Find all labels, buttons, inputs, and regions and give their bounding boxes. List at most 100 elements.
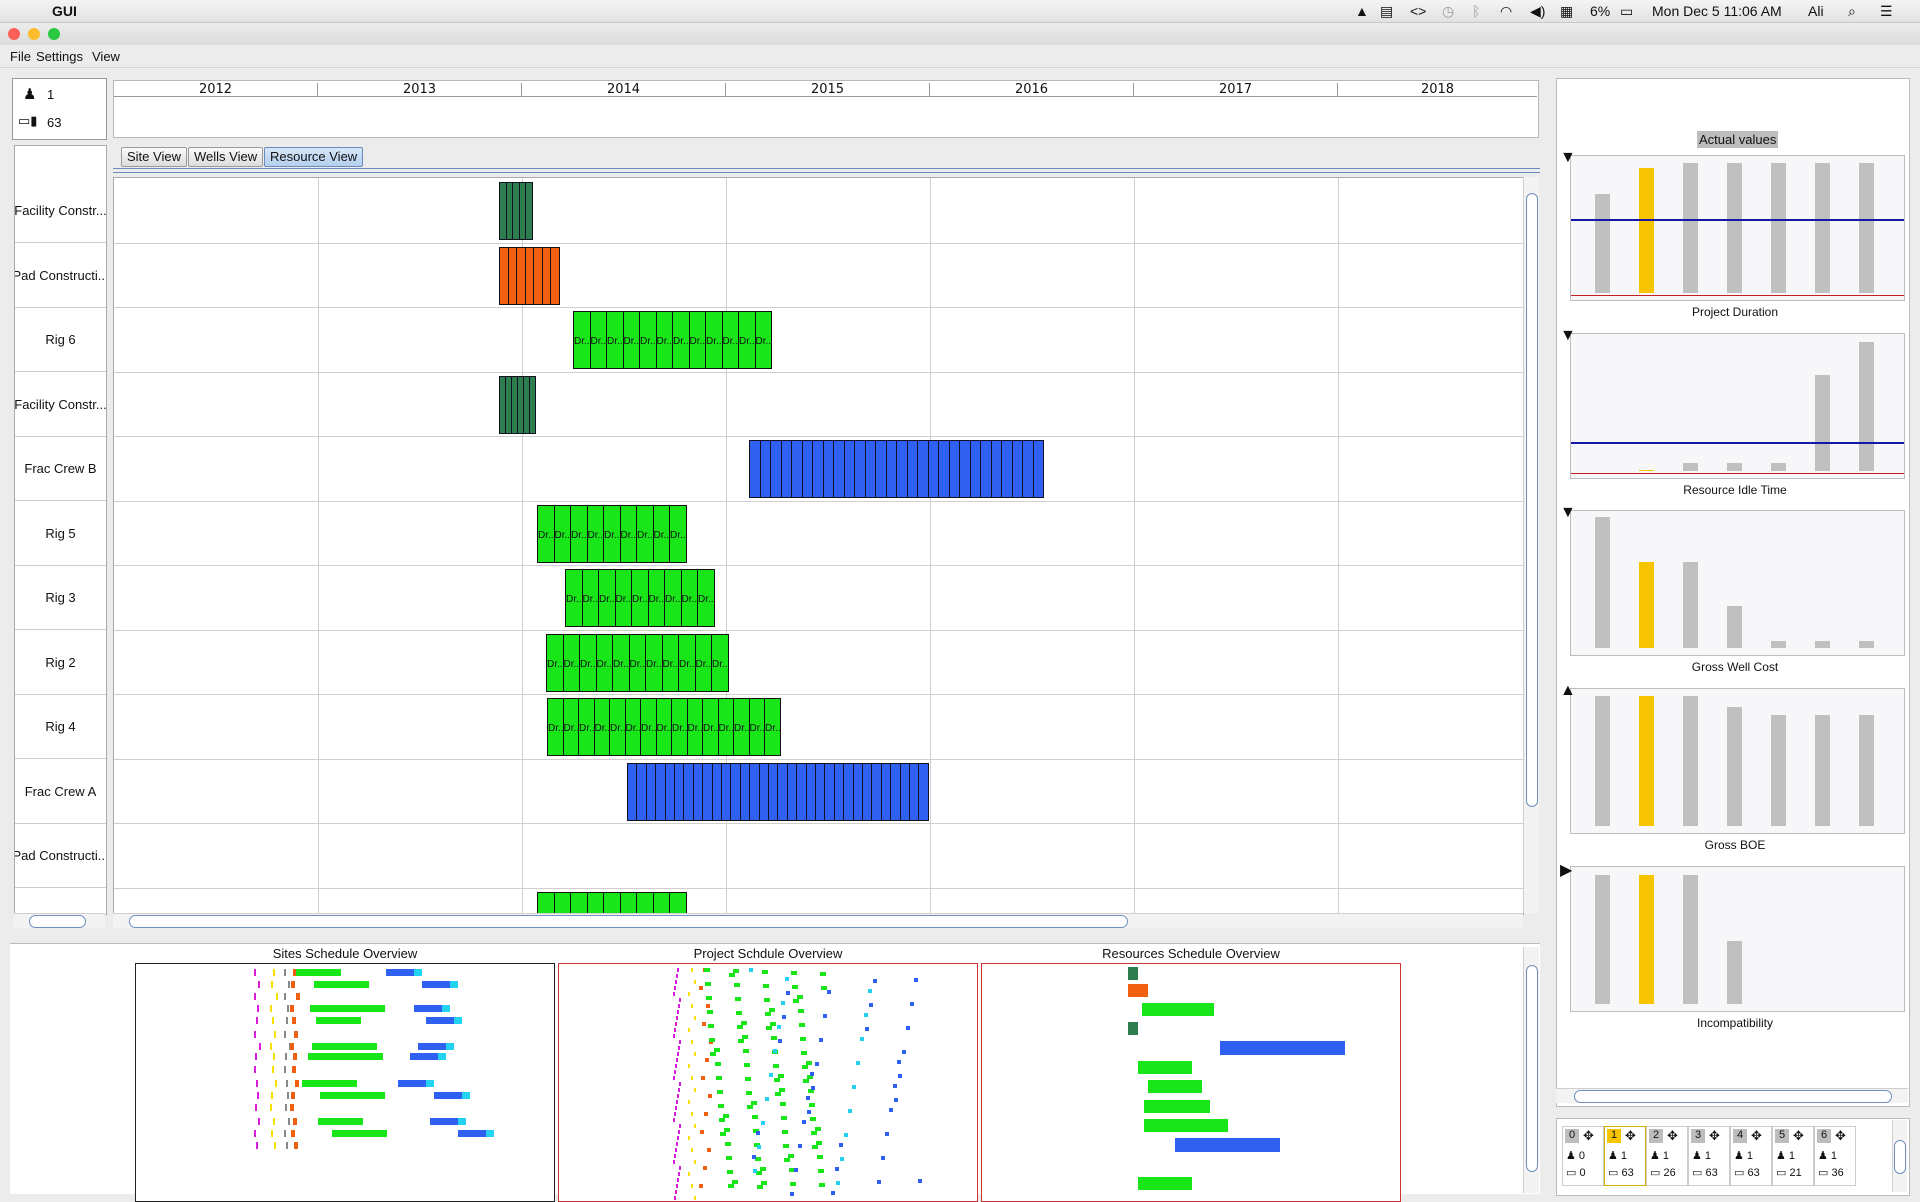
- kpi-chart[interactable]: [1570, 510, 1905, 656]
- drilling-task-block[interactable]: [652, 891, 670, 914]
- user-name[interactable]: Ali: [1808, 3, 1824, 19]
- drilling-task-block[interactable]: Dr...: [547, 698, 564, 756]
- drilling-task-block[interactable]: Dr...: [562, 698, 579, 756]
- drilling-task-block[interactable]: Dr...: [573, 311, 591, 369]
- scenario-card[interactable]: 2 ✥ ♟ 1 ▭ 26: [1646, 1126, 1688, 1186]
- drilling-task-block[interactable]: Dr...: [581, 569, 599, 627]
- labels-horizontal-scrollbar[interactable]: [14, 913, 105, 928]
- drilling-task-block[interactable]: Dr...: [565, 569, 583, 627]
- resources-overview-plot[interactable]: [981, 963, 1401, 1202]
- drilling-task-block[interactable]: Dr...: [598, 569, 616, 627]
- kpi-chart[interactable]: [1570, 688, 1905, 834]
- drilling-task-block[interactable]: [636, 891, 654, 914]
- drilling-task-block[interactable]: Dr...: [606, 311, 624, 369]
- scenario-card[interactable]: 5 ✥ ♟ 1 ▭ 21: [1772, 1126, 1814, 1186]
- move-icon[interactable]: ✥: [1667, 1128, 1678, 1143]
- drilling-task-block[interactable]: Dr...: [647, 569, 665, 627]
- drilling-task-block[interactable]: Dr...: [593, 698, 610, 756]
- arrow-down-icon[interactable]: ▼: [1560, 149, 1576, 166]
- volume-icon[interactable]: ◀): [1530, 3, 1546, 19]
- drilling-task-block[interactable]: Dr...: [661, 633, 679, 692]
- scroll-thumb[interactable]: [129, 915, 1128, 928]
- drilling-task-block[interactable]: Dr...: [748, 698, 765, 756]
- drilling-task-block[interactable]: Dr...: [669, 504, 687, 563]
- drilling-task-block[interactable]: Dr...: [595, 633, 613, 692]
- facility-task-block[interactable]: [525, 182, 533, 240]
- frac-task-block[interactable]: [1032, 440, 1044, 498]
- kpi-chart[interactable]: [1570, 333, 1905, 479]
- list-icon[interactable]: ☰: [1880, 3, 1893, 19]
- drilling-task-block[interactable]: Dr...: [764, 698, 781, 756]
- scenario-card[interactable]: 3 ✥ ♟ 1 ▭ 63: [1688, 1126, 1730, 1186]
- drilling-task-block[interactable]: Dr...: [622, 311, 640, 369]
- drilling-task-block[interactable]: Dr...: [655, 311, 673, 369]
- move-icon[interactable]: ✥: [1709, 1128, 1720, 1143]
- drilling-task-block[interactable]: Dr...: [678, 633, 696, 692]
- flag-icon[interactable]: ▦: [1560, 3, 1574, 19]
- scenario-card[interactable]: 4 ✥ ♟ 1 ▭ 63: [1730, 1126, 1772, 1186]
- drilling-task-block[interactable]: Dr...: [562, 633, 580, 692]
- menu-file[interactable]: File: [10, 49, 31, 64]
- project-overview-plot[interactable]: [558, 963, 978, 1202]
- keyboard-icon[interactable]: ▤: [1380, 3, 1394, 19]
- sites-overview-plot[interactable]: [135, 963, 555, 1202]
- drilling-task-block[interactable]: Dr...: [697, 569, 715, 627]
- drilling-task-block[interactable]: Dr...: [672, 311, 690, 369]
- drilling-task-block[interactable]: Dr...: [645, 633, 663, 692]
- drilling-task-block[interactable]: [586, 891, 604, 914]
- move-icon[interactable]: ✥: [1583, 1128, 1594, 1143]
- drilling-task-block[interactable]: [570, 891, 588, 914]
- wifi-icon[interactable]: ◠: [1500, 3, 1513, 19]
- scenario-card[interactable]: 6 ✥ ♟ 1 ▭ 36: [1814, 1126, 1856, 1186]
- menu-settings[interactable]: Settings: [36, 49, 83, 64]
- tab-resource-view[interactable]: Resource View: [264, 147, 364, 167]
- drilling-task-block[interactable]: Dr...: [711, 633, 729, 692]
- arrow-right-icon[interactable]: ▶: [1560, 862, 1573, 879]
- gantt-horizontal-scrollbar[interactable]: [113, 913, 1523, 928]
- drilling-task-block[interactable]: Dr...: [686, 698, 703, 756]
- drilling-task-block[interactable]: Dr...: [717, 698, 734, 756]
- drilling-task-block[interactable]: Dr...: [688, 311, 706, 369]
- move-icon[interactable]: ✥: [1751, 1128, 1762, 1143]
- drilling-task-block[interactable]: Dr...: [570, 504, 588, 563]
- arrow-down-icon[interactable]: ▼: [1560, 504, 1576, 521]
- drilling-task-block[interactable]: Dr...: [619, 504, 637, 563]
- menu-view[interactable]: View: [92, 49, 120, 64]
- move-icon[interactable]: ✥: [1793, 1128, 1804, 1143]
- drilling-task-block[interactable]: [669, 891, 687, 914]
- drilling-task-block[interactable]: Dr...: [702, 698, 719, 756]
- drilling-task-block[interactable]: Dr...: [652, 504, 670, 563]
- search-icon[interactable]: ⌕: [1848, 3, 1856, 19]
- drilling-task-block[interactable]: Dr...: [631, 569, 649, 627]
- kpi-horizontal-scrollbar[interactable]: [1556, 1088, 1908, 1103]
- scenario-card[interactable]: 1 ✥ ♟ 1 ▭ 63: [1604, 1126, 1646, 1186]
- drilling-task-block[interactable]: [553, 891, 571, 914]
- tab-site-view[interactable]: Site View: [121, 147, 187, 167]
- scenario-scrollbar[interactable]: [1892, 1120, 1907, 1192]
- drilling-task-block[interactable]: Dr...: [639, 311, 657, 369]
- drilling-task-block[interactable]: Dr...: [721, 311, 739, 369]
- time-machine-icon[interactable]: ◷: [1442, 3, 1455, 19]
- scroll-thumb[interactable]: [1894, 1140, 1906, 1174]
- facility-task-block[interactable]: [529, 375, 536, 434]
- drilling-task-block[interactable]: Dr...: [578, 698, 595, 756]
- gantt-vertical-scrollbar[interactable]: [1523, 177, 1539, 913]
- drilling-task-block[interactable]: Dr...: [546, 633, 564, 692]
- kpi-chart[interactable]: [1570, 155, 1905, 301]
- code-icon[interactable]: <>: [1410, 3, 1427, 19]
- close-icon[interactable]: [8, 28, 20, 40]
- drilling-task-block[interactable]: Dr...: [628, 633, 646, 692]
- drilling-task-block[interactable]: Dr...: [733, 698, 750, 756]
- drilling-task-block[interactable]: Dr...: [537, 504, 555, 563]
- arrow-down-icon[interactable]: ▼: [1560, 327, 1576, 344]
- drilling-task-block[interactable]: Dr...: [553, 504, 571, 563]
- drilling-task-block[interactable]: Dr...: [579, 633, 597, 692]
- minimize-icon[interactable]: [28, 28, 40, 40]
- app-name[interactable]: GUI: [52, 3, 77, 19]
- drilling-task-block[interactable]: Dr...: [738, 311, 756, 369]
- drilling-task-block[interactable]: Dr...: [705, 311, 723, 369]
- drilling-task-block[interactable]: [619, 891, 637, 914]
- kpi-chart[interactable]: [1570, 866, 1905, 1012]
- drilling-task-block[interactable]: Dr...: [694, 633, 712, 692]
- drilling-task-block[interactable]: Dr...: [664, 569, 682, 627]
